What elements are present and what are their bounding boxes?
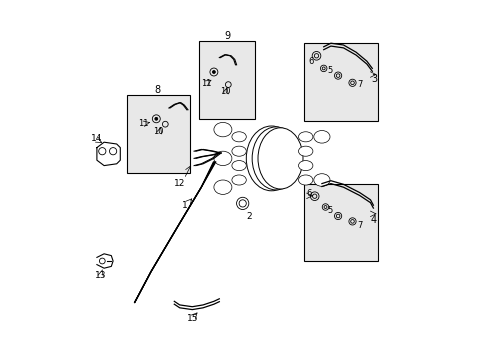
Text: 14: 14	[91, 134, 102, 143]
Text: 7: 7	[356, 80, 362, 89]
Ellipse shape	[231, 146, 246, 156]
Text: 5: 5	[327, 67, 332, 76]
Ellipse shape	[313, 130, 329, 143]
Text: 5: 5	[327, 206, 332, 215]
Ellipse shape	[231, 175, 246, 185]
FancyBboxPatch shape	[199, 41, 255, 119]
Ellipse shape	[298, 146, 312, 156]
Ellipse shape	[213, 122, 231, 137]
Ellipse shape	[231, 132, 246, 142]
Text: 8: 8	[154, 85, 160, 95]
Text: 11: 11	[138, 119, 148, 128]
Circle shape	[212, 71, 215, 73]
Circle shape	[155, 117, 158, 120]
Ellipse shape	[246, 126, 296, 191]
Ellipse shape	[213, 180, 231, 194]
Text: 6: 6	[308, 57, 313, 66]
Text: 12: 12	[174, 179, 185, 188]
Ellipse shape	[213, 151, 231, 166]
Ellipse shape	[252, 127, 299, 190]
FancyBboxPatch shape	[303, 43, 377, 121]
FancyBboxPatch shape	[303, 184, 377, 261]
Text: 4: 4	[370, 215, 376, 225]
Text: 6: 6	[305, 189, 311, 198]
Text: 10: 10	[220, 87, 230, 96]
Ellipse shape	[298, 161, 312, 171]
Ellipse shape	[298, 175, 312, 185]
Ellipse shape	[231, 161, 246, 171]
Text: 13: 13	[95, 271, 106, 280]
Text: 11: 11	[201, 79, 211, 88]
Text: 1: 1	[182, 201, 187, 210]
Text: 10: 10	[153, 127, 164, 136]
Text: 2: 2	[246, 212, 251, 221]
Ellipse shape	[313, 174, 329, 186]
FancyBboxPatch shape	[127, 95, 190, 173]
Text: 15: 15	[186, 314, 198, 323]
Text: 9: 9	[224, 31, 230, 41]
Ellipse shape	[258, 128, 303, 189]
Ellipse shape	[298, 132, 312, 142]
Text: 3: 3	[370, 74, 376, 84]
Text: 7: 7	[357, 221, 363, 230]
